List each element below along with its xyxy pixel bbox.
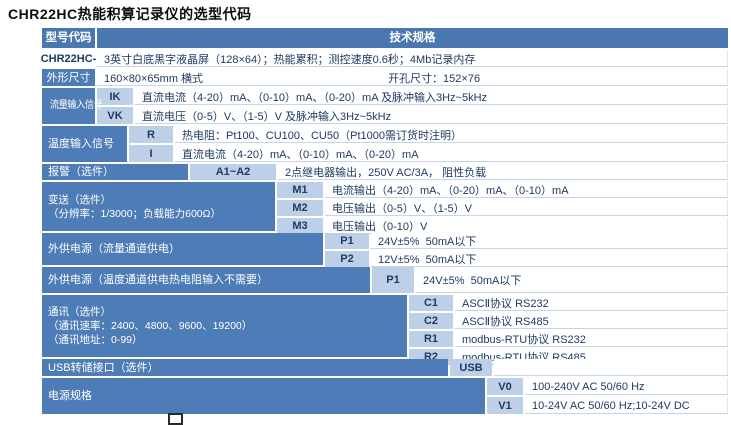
header-model-code: 型号代码 [42, 28, 95, 48]
transmit-label: 变送（选件） （分辨率：1/3000；负载能力600Ω） [42, 182, 275, 231]
option-spec: 10-24V AC 50/60 Hz;10-24V DC [525, 397, 728, 414]
option-row-m3: M3 电压输出（0-10）V [277, 218, 728, 234]
transmit-label-line2: （分辨率：1/3000；负载能力600Ω） [48, 207, 221, 220]
cutoff-box-artifact [168, 413, 183, 425]
comm-block: 通讯（选件） （通讯速率：2400、4800、9600、19200） （通讯地址… [42, 295, 728, 365]
option-code: I [129, 145, 173, 162]
flow-input-block: 流量输入信号 IK 直流电流（4-20）mA、（0-10）mA、（0-20）mA… [42, 88, 728, 124]
flow-input-label: 流量输入信号 [42, 88, 103, 124]
usb-label: USB转储接口（选件） [42, 359, 448, 376]
option-row-m1: M1 电流输出（4-20）mA、（0-20）mA、（0-10）mA [277, 182, 728, 198]
option-code: R1 [409, 331, 453, 347]
power-spec-label: 电源规格 [42, 378, 485, 414]
size-dimensions: 160×80×65mm 横式 [104, 72, 204, 85]
option-code: USB [450, 359, 492, 376]
option-row-vk: VK 直流电压（0-5）V、（1-5）V 及脉冲输入3Hz~5kHz [97, 107, 728, 124]
option-spec: 直流电压（0-5）V、（1-5）V 及脉冲输入3Hz~5kHz [135, 107, 728, 124]
power-spec-block: 电源规格 V0 100-240V AC 50/60 Hz V1 10-24V A… [42, 378, 728, 414]
option-code: A1~A2 [190, 164, 276, 180]
option-spec: 热电阻：Pt100、CU100、CU50（Pt1000需订货时注明） [175, 126, 728, 143]
page-title: CHR22HC热能积算记录仪的选型代码 [8, 6, 252, 22]
option-spec: 电压输出（0-5）V、（1-5）V [325, 200, 728, 216]
option-spec: 100-240V AC 50/60 Hz [525, 378, 728, 395]
option-spec: 2点继电器输出，250V AC/3A， 阻性负载 [278, 164, 728, 180]
option-code: IK [97, 88, 133, 105]
option-row-v1: V1 10-24V AC 50/60 Hz;10-24V DC [487, 397, 728, 414]
comm-label-line2: （通讯速率：2400、4800、9600、19200） [48, 320, 253, 332]
comm-label-line3: （通讯地址：0-99） [48, 334, 143, 346]
selection-code-table: 型号代码 技术规格 CHR22HC- 3英寸白底黑字液晶屏（128×64）；热能… [41, 28, 728, 414]
power-temp-block: 外供电源（温度通道供电热电阻输入不需要） P1 24V±5% 50mA以下 [42, 267, 728, 293]
size-label: 外形尺寸 [42, 69, 95, 86]
temp-input-label: 温度输入信号 [42, 126, 127, 162]
option-code: VK [97, 107, 133, 124]
option-row-usb: USB [450, 359, 728, 376]
option-code: R [129, 126, 173, 143]
option-row-c2: C2 ASCⅡ协议 RS485 [409, 313, 728, 329]
size-spec-cell: 160×80×65mm 横式 开孔尺寸：152×76 [97, 69, 728, 86]
option-code: M3 [277, 218, 323, 234]
size-row: 外形尺寸 160×80×65mm 横式 开孔尺寸：152×76 [42, 69, 728, 86]
option-row-v0: V0 100-240V AC 50/60 Hz [487, 378, 728, 395]
power-flow-block: 外供电源（流量通道供电） P1 24V±5% 50mA以下 P2 12V±5% … [42, 233, 728, 267]
comm-label: 通讯（选件） （通讯速率：2400、4800、9600、19200） （通讯地址… [42, 295, 407, 357]
model-row: CHR22HC- 3英寸白底黑字液晶屏（128×64）；热能累积；测控速度0.6… [41, 50, 728, 67]
option-code: P1 [325, 233, 369, 249]
option-spec: modbus-RTU协议 RS232 [455, 331, 728, 347]
table-header-row: 型号代码 技术规格 [42, 28, 728, 48]
alarm-block: 报警（选件） A1~A2 2点继电器输出，250V AC/3A， 阻性负载 [42, 164, 728, 180]
size-cutout: 开孔尺寸：152×76 [388, 72, 481, 85]
option-code: C1 [409, 295, 453, 311]
option-row-i: I 直流电流（4-20）mA、（0-10）mA、（0-20）mA [129, 145, 728, 162]
option-row-c1: C1 ASCⅡ协议 RS232 [409, 295, 728, 311]
option-code: V1 [487, 397, 523, 414]
model-code-cell: CHR22HC- [41, 50, 96, 67]
option-row-p2: P2 12V±5% 50mA以下 [325, 251, 728, 267]
comm-label-line1: 通讯（选件） [48, 306, 111, 318]
option-code: P2 [325, 251, 369, 267]
alarm-label: 报警（选件） [42, 164, 188, 180]
option-row-p1-temp: P1 24V±5% 50mA以下 [372, 267, 728, 293]
option-spec: 24V±5% 50mA以下 [416, 267, 728, 293]
option-code: P1 [372, 267, 414, 293]
option-row-a1a2: A1~A2 2点继电器输出，250V AC/3A， 阻性负载 [190, 164, 728, 180]
option-row-r1: R1 modbus-RTU协议 RS232 [409, 331, 728, 347]
option-row-r: R 热电阻：Pt100、CU100、CU50（Pt1000需订货时注明） [129, 126, 728, 143]
option-code: M1 [277, 182, 323, 198]
power-temp-label: 外供电源（温度通道供电热电阻输入不需要） [42, 267, 370, 293]
usb-block: USB转储接口（选件） USB [42, 359, 728, 376]
option-code: M2 [277, 200, 323, 216]
option-spec: 12V±5% 50mA以下 [371, 251, 728, 267]
option-spec: ASCⅡ协议 RS232 [455, 295, 728, 311]
model-spec-cell: 3英寸白底黑字液晶屏（128×64）；热能累积；测控速度0.6秒；4Mb记录内存 [97, 50, 728, 67]
option-row-p1: P1 24V±5% 50mA以下 [325, 233, 728, 249]
option-spec: 直流电流（4-20）mA、（0-10）mA、（0-20）mA 及脉冲输入3Hz~… [135, 88, 728, 105]
transmit-label-line1: 变送（选件） [48, 193, 111, 206]
option-row-ik: IK 直流电流（4-20）mA、（0-10）mA、（0-20）mA 及脉冲输入3… [97, 88, 728, 105]
flow-input-label-text: 流量输入信号 [49, 100, 103, 111]
transmit-block: 变送（选件） （分辨率：1/3000；负载能力600Ω） M1 电流输出（4-2… [42, 182, 728, 234]
option-spec: 电流输出（4-20）mA、（0-20）mA、（0-10）mA [325, 182, 728, 198]
option-spec [494, 359, 728, 376]
option-spec: 直流电流（4-20）mA、（0-10）mA、（0-20）mA [175, 145, 728, 162]
temp-input-block: 温度输入信号 R 热电阻：Pt100、CU100、CU50（Pt1000需订货时… [42, 126, 728, 162]
option-code: C2 [409, 313, 453, 329]
option-spec: 24V±5% 50mA以下 [371, 233, 728, 249]
power-flow-label: 外供电源（流量通道供电） [42, 233, 323, 265]
option-code: V0 [487, 378, 523, 395]
option-row-m2: M2 电压输出（0-5）V、（1-5）V [277, 200, 728, 216]
header-tech-spec: 技术规格 [97, 28, 728, 48]
option-spec: 电压输出（0-10）V [325, 218, 728, 234]
option-spec: ASCⅡ协议 RS485 [455, 313, 728, 329]
